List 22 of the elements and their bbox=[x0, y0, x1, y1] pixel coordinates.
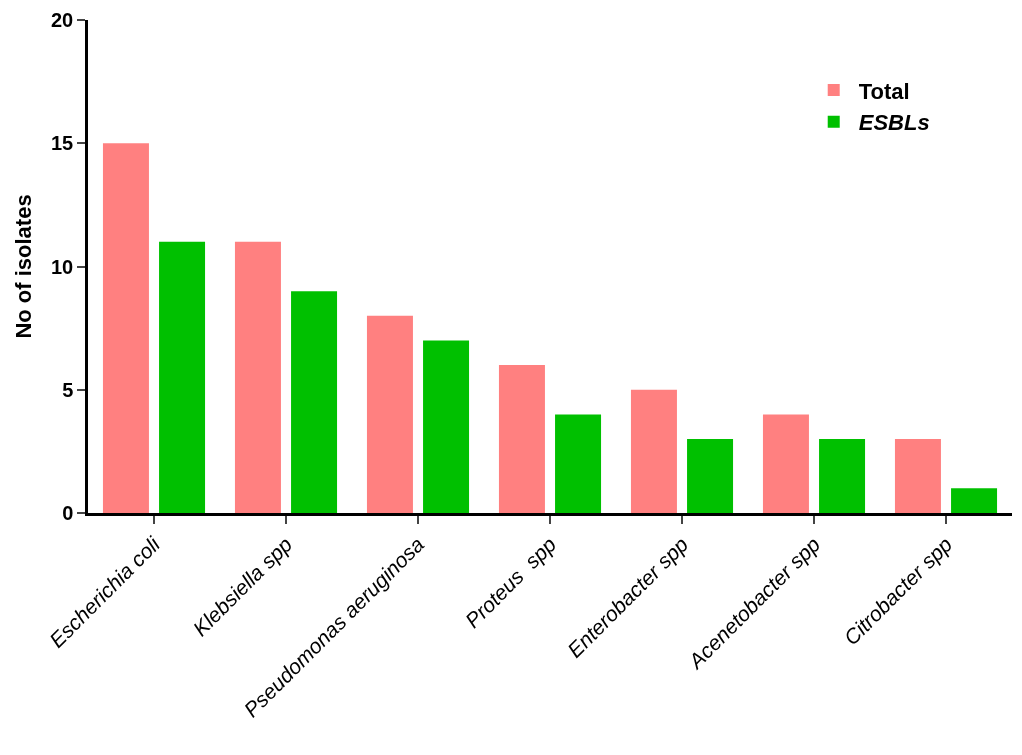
bar bbox=[687, 439, 734, 513]
y-tick-label: 10 bbox=[51, 255, 74, 278]
bar bbox=[819, 439, 866, 513]
legend-label: ESBLs bbox=[858, 110, 930, 136]
bar bbox=[291, 291, 338, 513]
bar bbox=[423, 340, 470, 513]
bar bbox=[159, 241, 206, 513]
y-tick-label: 5 bbox=[62, 378, 74, 401]
bar bbox=[555, 414, 602, 513]
y-axis-title: No of isolates bbox=[10, 194, 36, 339]
bar bbox=[102, 143, 149, 513]
bar bbox=[894, 439, 941, 513]
bar bbox=[498, 365, 545, 513]
bar bbox=[951, 488, 998, 513]
y-tick-label: 20 bbox=[51, 9, 74, 31]
y-tick-label: 15 bbox=[51, 132, 74, 155]
bar bbox=[234, 241, 281, 513]
bar bbox=[762, 414, 809, 513]
legend-label: Total bbox=[858, 78, 910, 104]
bar bbox=[630, 389, 677, 513]
y-tick-label: 0 bbox=[62, 502, 74, 524]
bar bbox=[366, 315, 413, 513]
